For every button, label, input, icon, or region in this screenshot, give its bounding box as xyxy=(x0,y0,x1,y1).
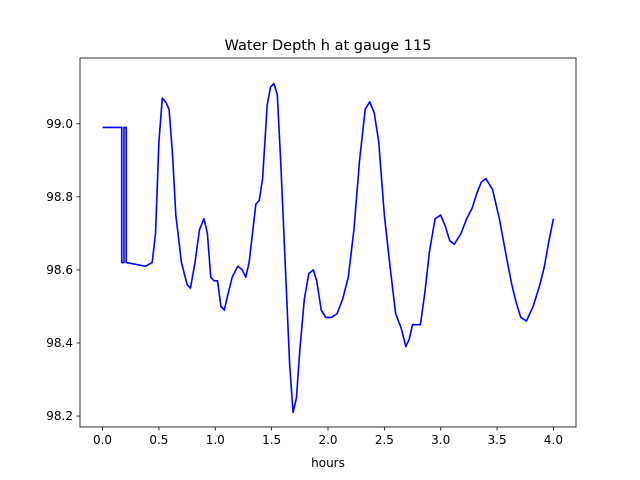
y-tick-label: 99.0 xyxy=(46,117,73,131)
y-tick-label: 98.2 xyxy=(46,409,73,423)
x-tick-label: 2.0 xyxy=(318,433,337,447)
x-tick-label: 1.5 xyxy=(262,433,281,447)
y-tick-label: 98.6 xyxy=(46,263,73,277)
x-tick-label: 4.0 xyxy=(544,433,563,447)
x-tick-label: 1.0 xyxy=(206,433,225,447)
x-tick-label: 0.0 xyxy=(93,433,112,447)
x-tick-label: 3.5 xyxy=(488,433,507,447)
chart-title: Water Depth h at gauge 115 xyxy=(225,38,432,54)
series-line-0 xyxy=(102,82,555,414)
y-axis: 98.2 98.4 98.6 98.8 99.0 xyxy=(46,117,80,423)
x-tick-label: 2.5 xyxy=(375,433,394,447)
x-axis: 0.0 0.5 1.0 1.5 2.0 2.5 3.0 3.5 4.0 xyxy=(93,427,563,447)
y-tick-label: 98.8 xyxy=(46,190,73,204)
axes-frame xyxy=(79,57,577,428)
x-tick-label: 0.5 xyxy=(149,433,168,447)
plot-area xyxy=(102,82,555,414)
x-tick-label: 3.0 xyxy=(431,433,450,447)
y-tick-label: 98.4 xyxy=(46,336,73,350)
x-axis-label: hours xyxy=(311,456,345,470)
